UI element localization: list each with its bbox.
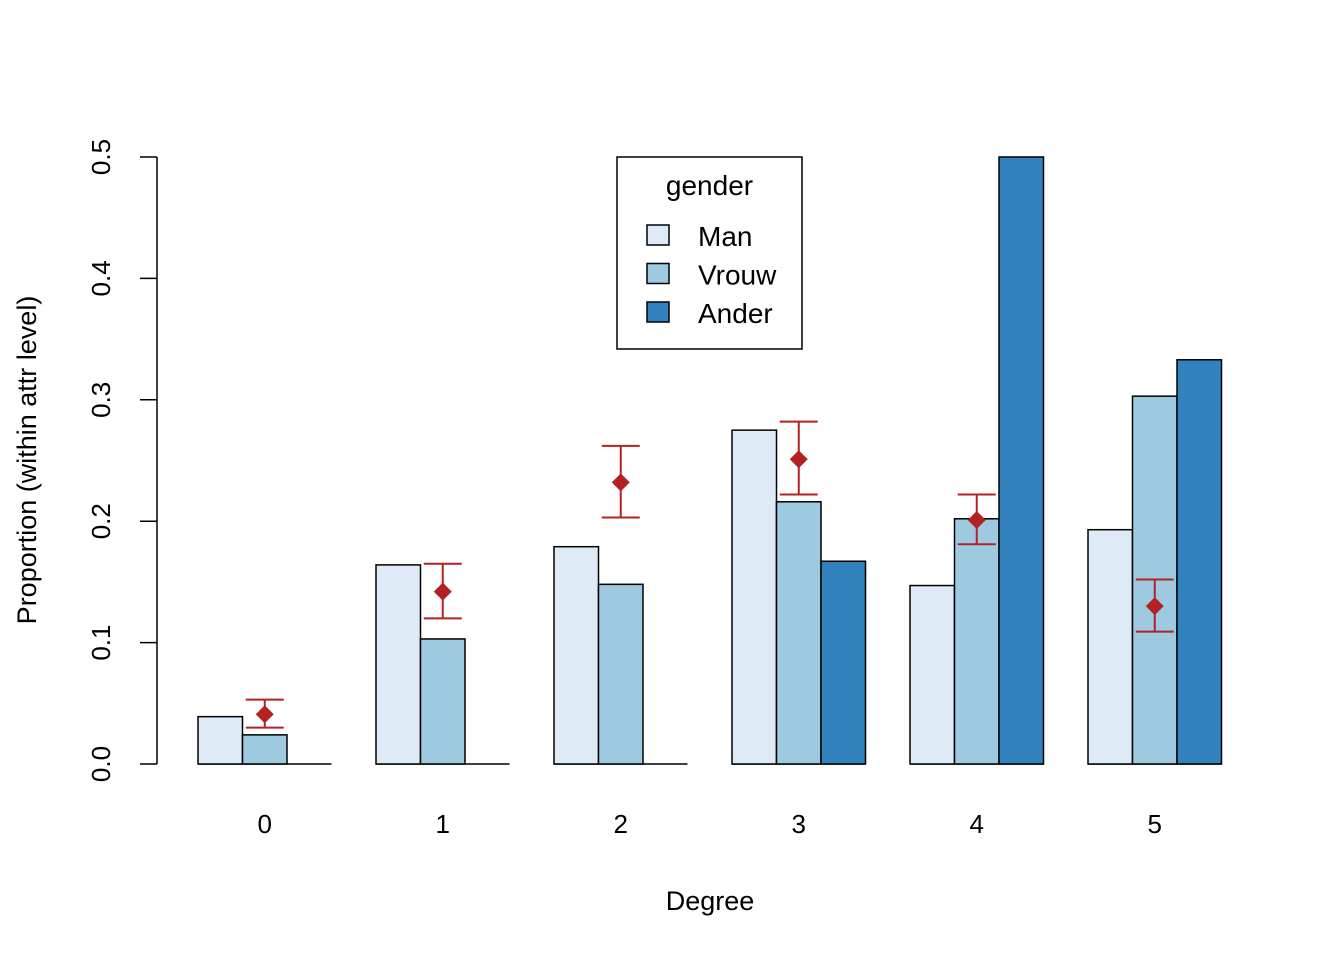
bars [197,156,1223,765]
point-marker [611,473,630,492]
x-tick-label: 0 [258,809,272,839]
y-axis: 0.0 0.1 0.2 0.3 0.4 0.5 [86,139,158,782]
y-tick-label: 0.4 [86,260,116,296]
x-tick-label: 3 [792,809,806,839]
y-tick-label: 0.1 [86,625,116,661]
y-tick-label: 0.3 [86,382,116,418]
y-tick-label: 0.5 [86,139,116,175]
x-tick-label: 2 [614,809,628,839]
x-tick-labels: 0 1 2 3 4 5 [258,809,1162,839]
point-marker [255,705,274,724]
bar-vrouw [597,583,644,765]
y-tick-label: 0.2 [86,503,116,539]
bar-man [909,584,956,765]
bar-man [1087,528,1134,765]
legend: gender Man Vrouw Ander [616,156,803,350]
bar-vrouw [419,638,466,765]
bar-vrouw [241,734,288,765]
x-tick-label: 1 [436,809,450,839]
bar-man [553,545,600,765]
error-bar-overlay [245,420,1174,729]
point-marker [433,582,452,601]
x-tick-label: 5 [1148,809,1162,839]
y-tick-label: 0.0 [86,746,116,782]
point-marker [967,510,986,529]
bar-vrouw [775,501,822,765]
legend-swatch-ander [646,301,670,323]
legend-title: gender [666,170,753,201]
bar-ander [1176,358,1223,765]
point-marker [1145,597,1164,616]
bar-vrouw [953,518,1000,765]
legend-label-vrouw: Vrouw [698,260,777,291]
bar-man [197,715,244,765]
x-axis-title: Degree [666,886,755,916]
legend-swatch-man [646,224,670,246]
point-marker [789,450,808,469]
legend-label-man: Man [698,221,752,252]
y-axis-title: Proportion (within attr level) [12,296,42,625]
bar-man [731,429,778,765]
x-tick-label: 4 [970,809,984,839]
bar-man [375,564,422,765]
legend-swatch-vrouw [646,262,670,285]
legend-label-ander: Ander [698,298,773,329]
bar-ander [998,156,1045,765]
legend-items: Man Vrouw Ander [646,221,777,329]
bar-ander [820,560,867,765]
